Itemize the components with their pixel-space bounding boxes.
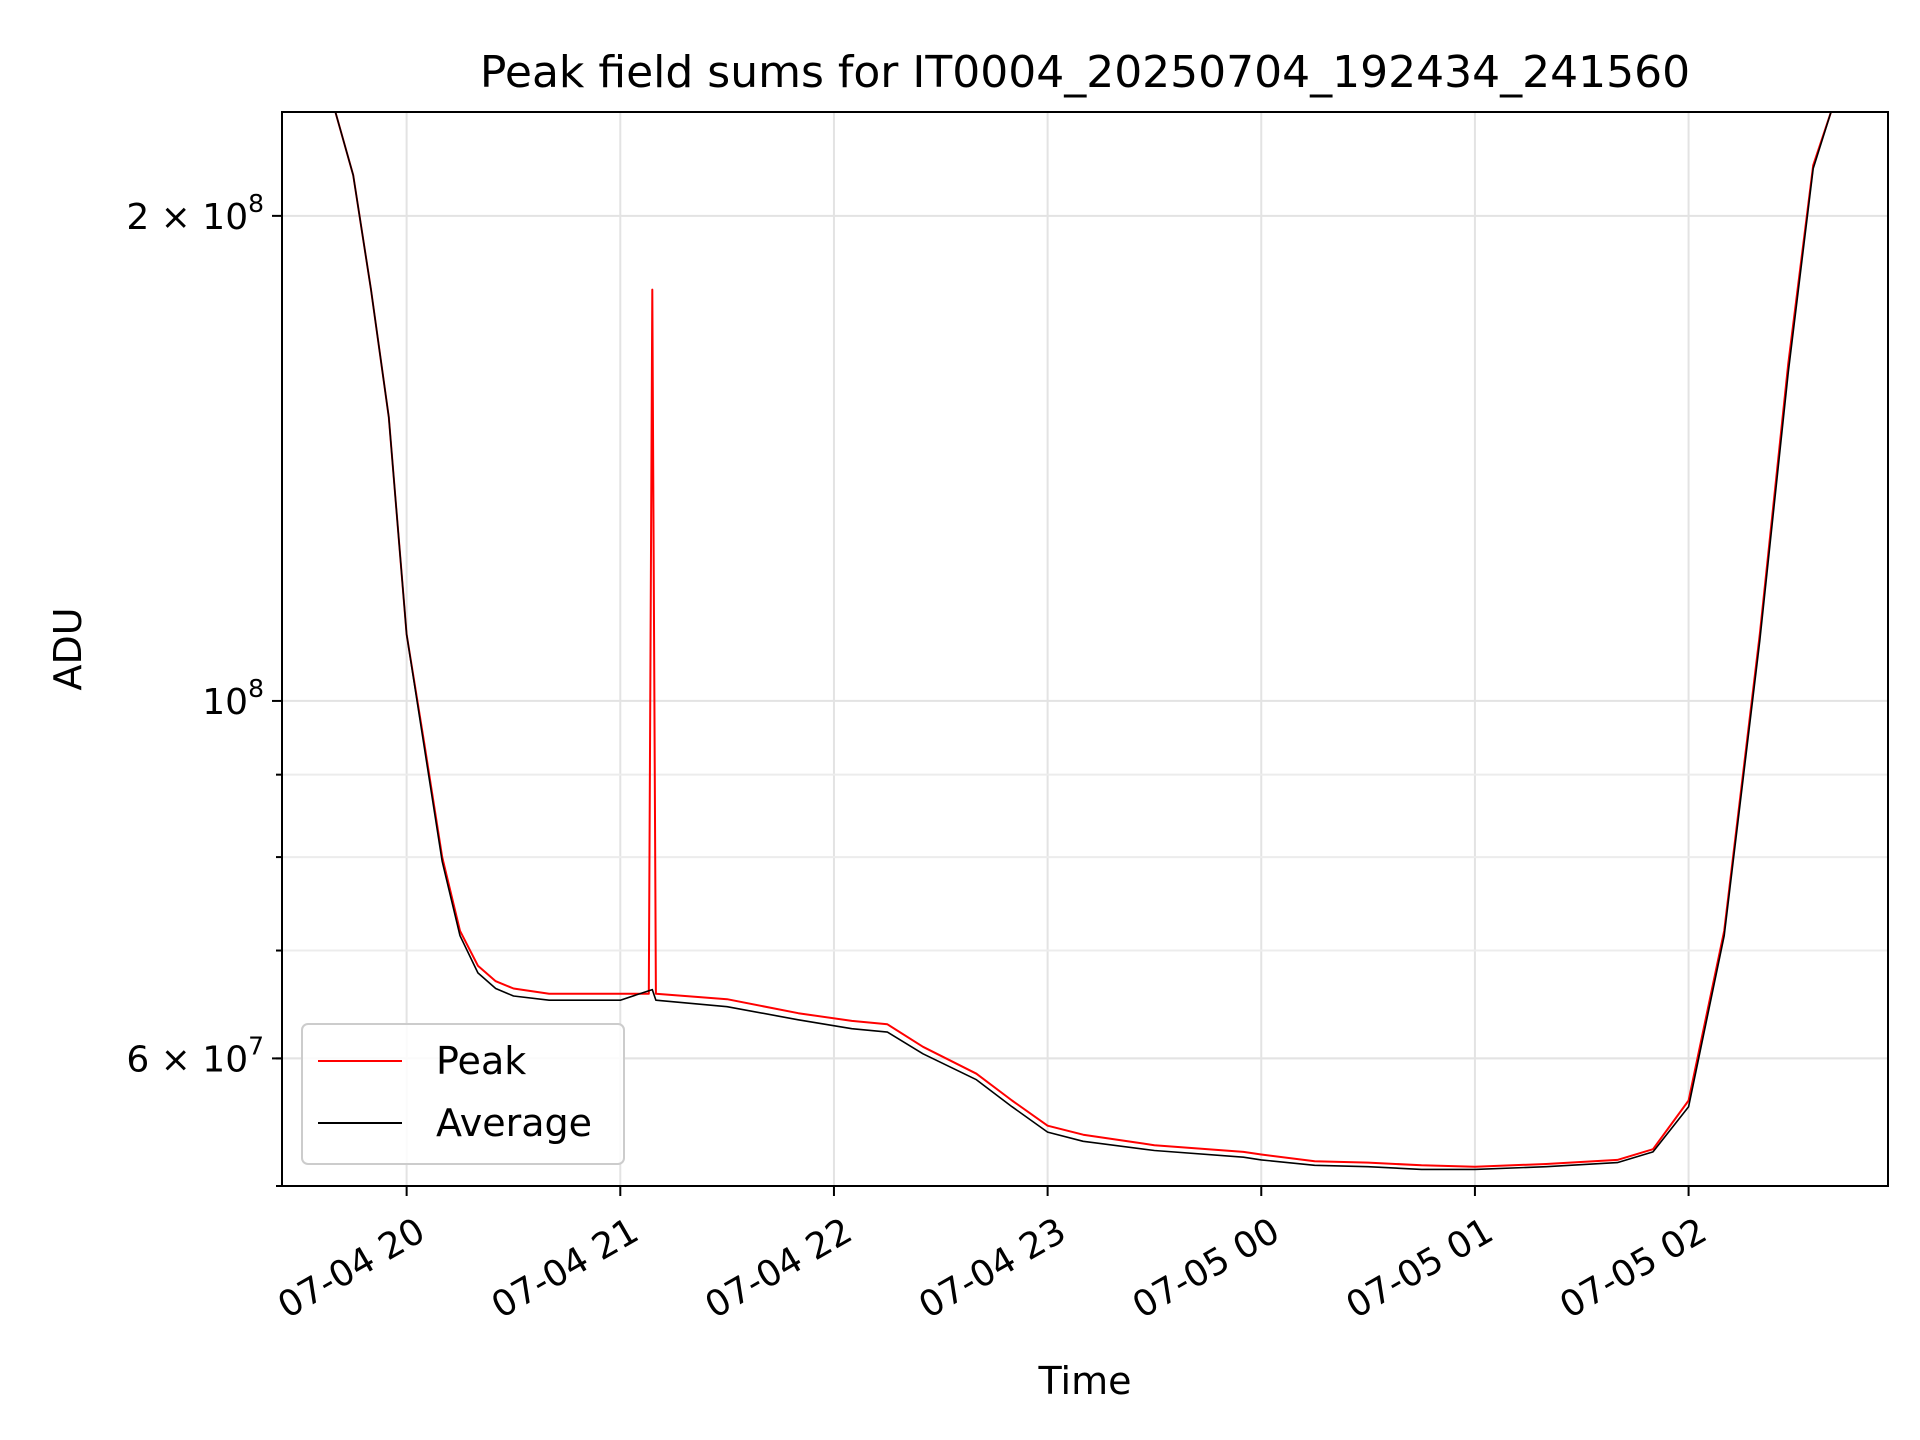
- legend-label-average: Average: [436, 1101, 592, 1145]
- legend-box: [301, 1023, 625, 1165]
- x-tick-label: 07-04 20: [271, 1210, 432, 1326]
- x-axis-label: Time: [1038, 1359, 1132, 1403]
- x-tick-label: 07-05 00: [1126, 1210, 1287, 1326]
- y-tick-label: 108: [202, 674, 264, 723]
- x-axis: 07-04 20 07-04 21 07-04 22 07-04 23 07-05 00…: [271, 1186, 1714, 1327]
- x-tick-label: 07-05 02: [1553, 1210, 1714, 1326]
- y-tick-label: 2 × 108: [126, 189, 264, 238]
- y-axis: 6 × 107 108 2 × 108: [126, 189, 282, 1187]
- y-tick-label: 6 × 107: [126, 1031, 264, 1080]
- x-tick-label: 07-04 21: [485, 1210, 646, 1326]
- series-layer: [282, 111, 1888, 1171]
- x-tick-label: 07-05 01: [1340, 1210, 1501, 1326]
- legend-label-peak: Peak: [436, 1039, 526, 1083]
- x-tick-label: 07-04 23: [912, 1210, 1073, 1326]
- legend: Peak Average: [301, 1023, 625, 1165]
- series-line-average: [282, 111, 1888, 1171]
- chart-title: Peak field sums for IT0004_20250704_1924…: [480, 47, 1690, 98]
- x-tick-label: 07-04 22: [699, 1210, 860, 1326]
- plot-frame: [281, 111, 1889, 1187]
- y-axis-label: ADU: [46, 607, 90, 690]
- plot-background: [282, 112, 1888, 1186]
